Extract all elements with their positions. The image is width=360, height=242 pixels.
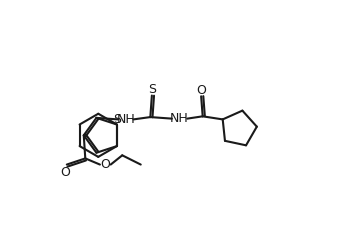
Text: NH: NH (116, 113, 135, 126)
Text: S: S (113, 113, 121, 126)
Text: O: O (60, 166, 70, 179)
Text: NH: NH (170, 112, 189, 125)
Text: O: O (196, 84, 206, 97)
Text: O: O (100, 158, 110, 171)
Text: S: S (148, 83, 156, 96)
